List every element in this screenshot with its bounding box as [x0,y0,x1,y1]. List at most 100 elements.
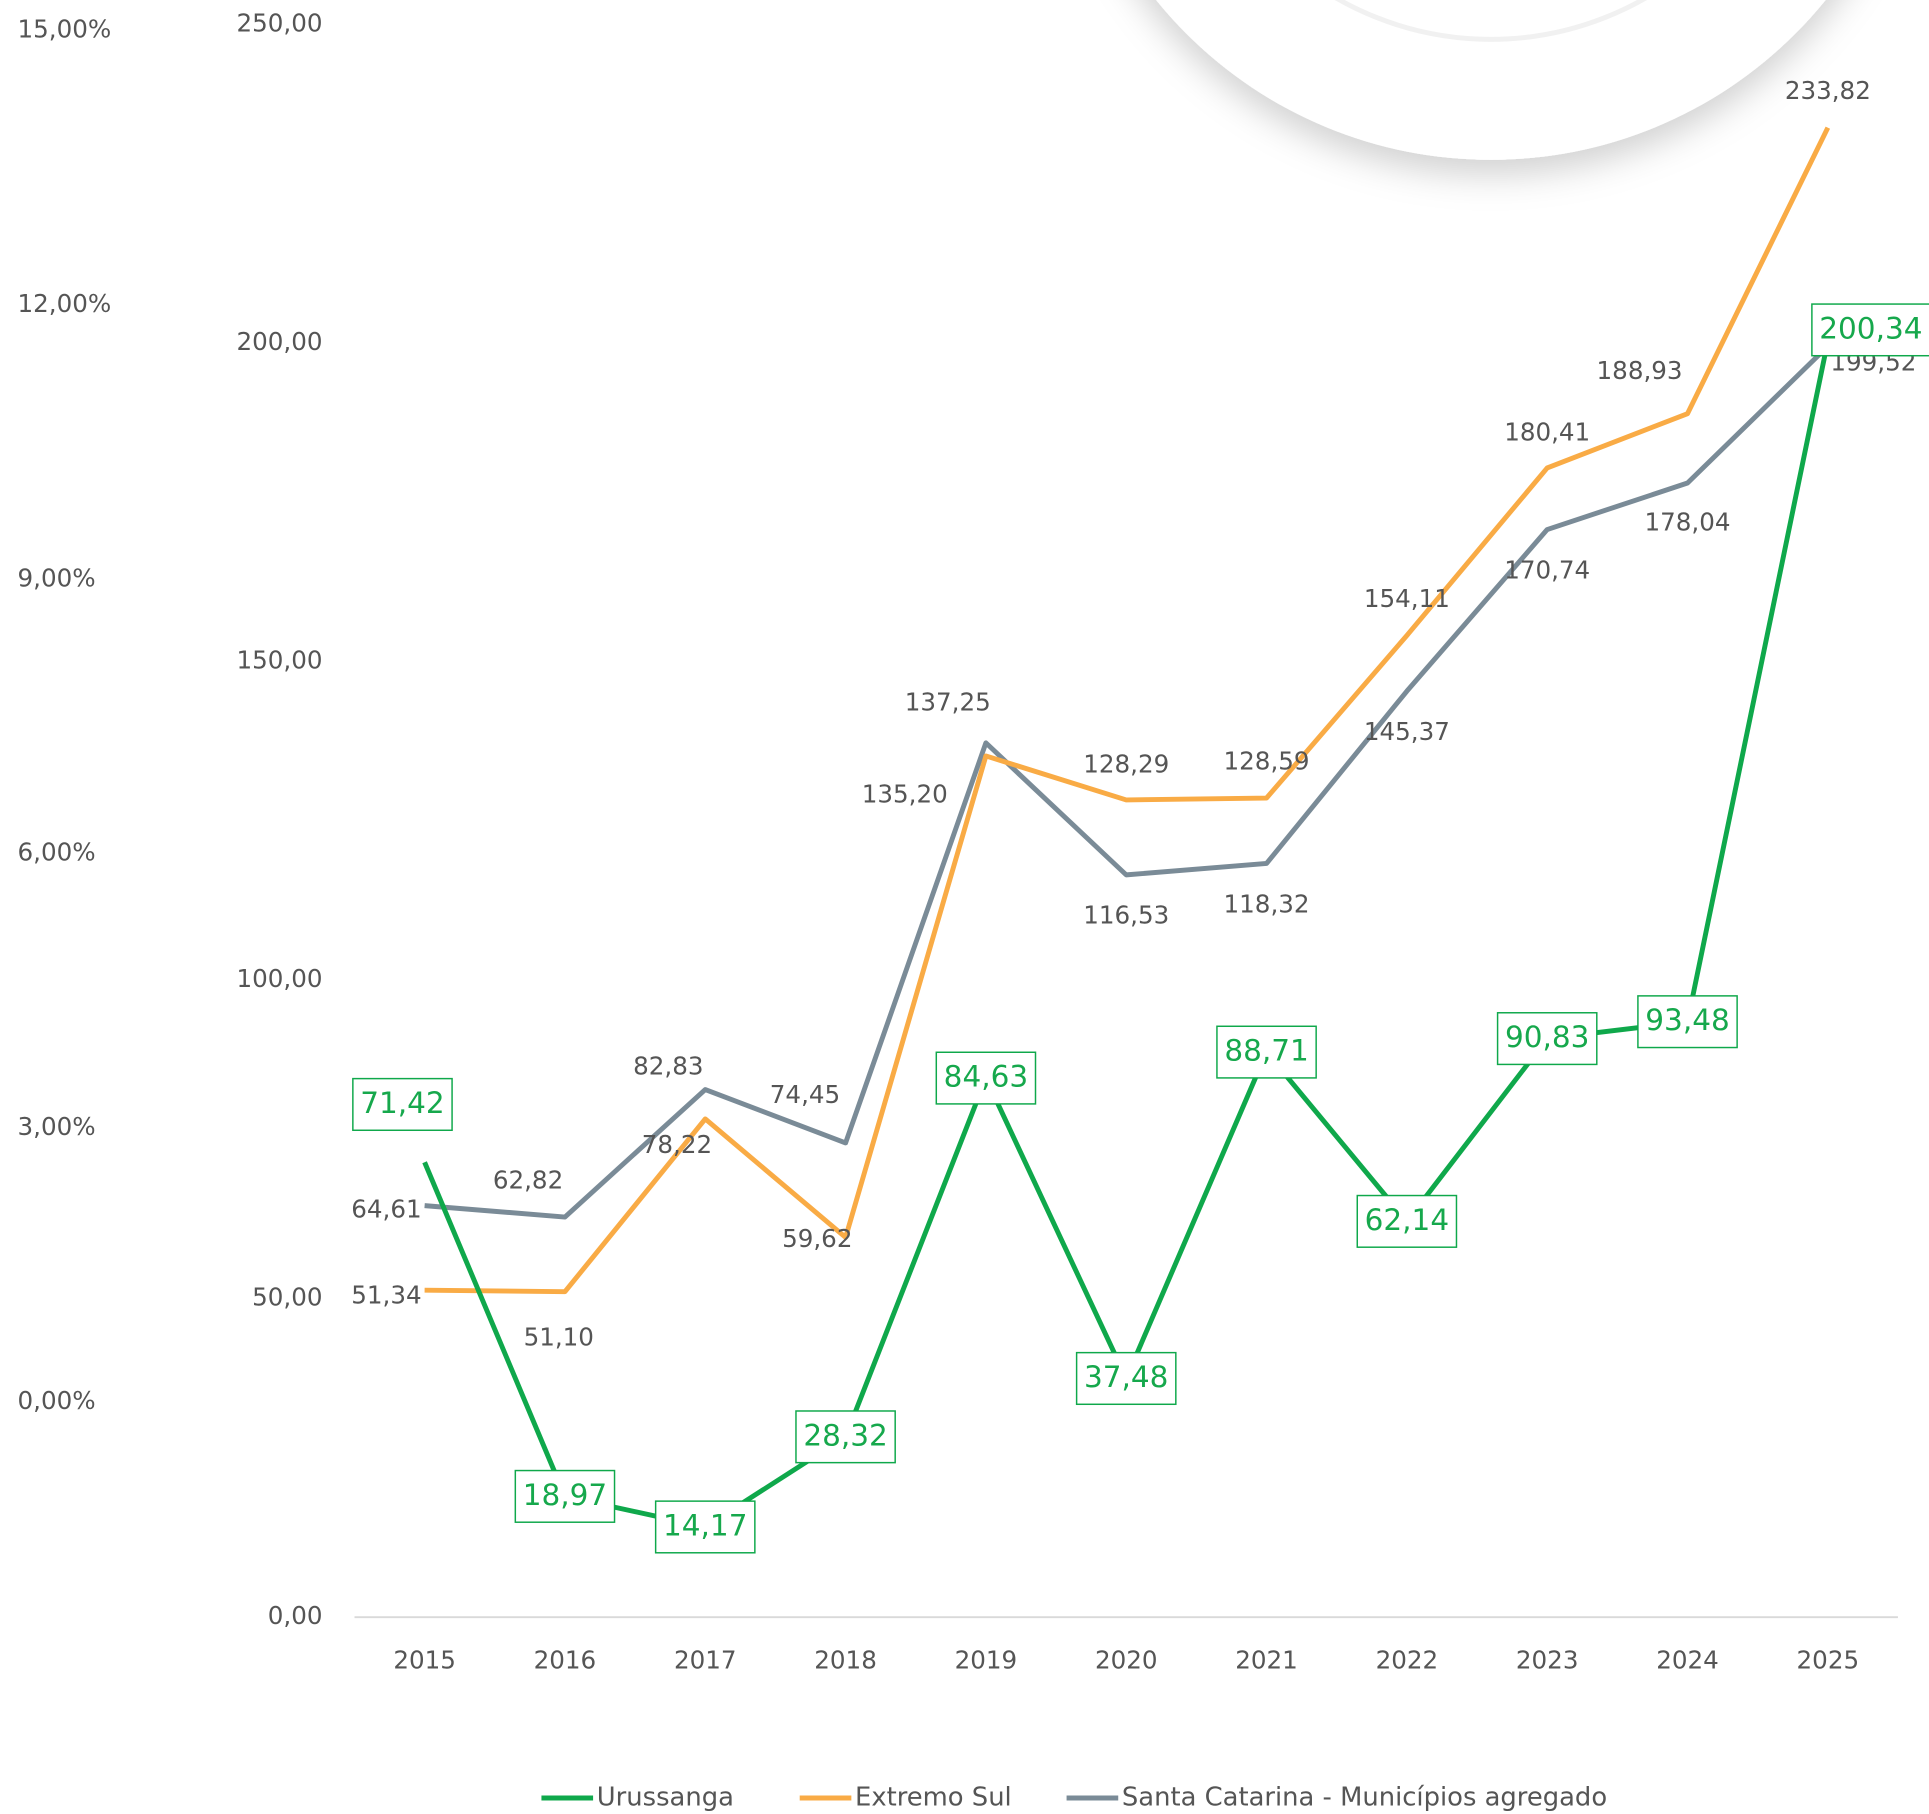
decor-ring [1334,0,1647,42]
value-label: 59,62 [782,1224,852,1253]
value-label: 71,42 [352,1077,453,1132]
label-box [1811,303,1929,357]
y-tick-label: 150,00 [237,646,323,675]
value-label: 37,48 [1075,1351,1177,1406]
data-label: 51,34 [351,1280,421,1309]
data-label: 28,32 [803,1418,887,1452]
x-tick-label: 2017 [674,1646,737,1675]
legend-label: Extremo Sul [855,1783,1012,1813]
data-label: 14,17 [663,1508,747,1542]
value-label: 128,29 [1083,750,1169,779]
data-label: 116,53 [1083,901,1169,930]
value-label: 74,45 [770,1080,840,1109]
data-label: 62,14 [1365,1203,1449,1237]
data-label: 93,48 [1645,1003,1729,1037]
value-label: 62,14 [1356,1194,1458,1248]
data-label: 137,25 [905,688,991,717]
value-label: 145,37 [1364,717,1450,746]
label-box [1496,1012,1598,1066]
data-label: 178,04 [1645,508,1731,537]
legend-label: Santa Catarina - Municípios agregado [1122,1783,1607,1813]
data-label: 59,62 [782,1224,852,1253]
x-tick-label: 2020 [1095,1646,1158,1675]
value-label: 88,71 [1216,1025,1317,1079]
x-tick-label: 2016 [534,1646,597,1675]
y2-tick-label: 0,00% [18,1386,96,1415]
value-label: 64,61 [351,1195,421,1224]
y2-tick-label: 15,00% [18,15,112,44]
data-label: 64,61 [351,1195,421,1224]
value-label: 84,63 [935,1051,1037,1105]
y2-tick-label: 9,00% [18,563,96,592]
x-tick-label: 2024 [1656,1646,1719,1675]
y-tick-label: 100,00 [237,964,323,993]
label-box [795,1410,896,1464]
decor-circle [1156,0,1826,160]
value-label: 14,17 [654,1500,756,1554]
value-label: 170,74 [1504,555,1590,584]
value-label: 200,34 [1811,303,1929,357]
data-label: 62,82 [493,1165,563,1194]
y-tick-label: 200,00 [237,327,323,356]
value-label: 51,10 [524,1322,594,1351]
data-label: 233,82 [1785,76,1871,105]
value-label: 62,82 [493,1165,563,1194]
data-label: 78,22 [642,1130,712,1159]
data-label: 71,42 [360,1086,444,1120]
label-box [514,1469,616,1523]
value-label: 51,34 [351,1280,421,1309]
legend-label: Urussanga [597,1783,734,1813]
value-label: 128,59 [1224,746,1310,775]
data-label: 128,29 [1083,750,1169,779]
value-label: 137,25 [905,688,991,717]
label-box [1216,1025,1317,1079]
data-label: 128,59 [1224,746,1310,775]
data-label: 200,34 [1819,311,1922,345]
y2-tick-label: 6,00% [18,838,96,867]
x-tick-label: 2019 [955,1646,1018,1675]
data-label: 145,37 [1364,717,1450,746]
value-label: 28,32 [795,1410,896,1464]
label-box [1075,1351,1177,1406]
label-box [352,1077,453,1132]
value-label: 78,22 [642,1130,712,1159]
y2-tick-label: 3,00% [18,1112,96,1141]
data-label: 135,20 [862,779,948,808]
value-label: 178,04 [1645,508,1731,537]
data-label: 18,97 [523,1478,607,1512]
value-label: 135,20 [862,779,948,808]
data-label: 37,48 [1084,1360,1168,1394]
y-tick-label: 250,00 [237,9,323,38]
data-label: 170,74 [1504,555,1590,584]
value-label: 118,32 [1224,889,1310,918]
label-box [1637,995,1738,1049]
y2-tick-label: 12,00% [18,289,112,318]
x-tick-label: 2025 [1797,1646,1860,1675]
value-label: 233,82 [1785,76,1871,105]
data-label: 188,93 [1597,356,1683,385]
data-label: 74,45 [770,1080,840,1109]
data-label: 90,83 [1505,1020,1589,1054]
x-tick-label: 2022 [1376,1646,1439,1675]
x-tick-label: 2021 [1235,1646,1298,1675]
x-tick-label: 2015 [393,1646,456,1675]
value-label: 154,11 [1364,584,1450,613]
value-label: 18,97 [514,1469,616,1523]
x-tick-label: 2023 [1516,1646,1579,1675]
data-label: 118,32 [1224,889,1310,918]
label-box [654,1500,756,1554]
series-line [424,344,1830,1220]
value-label: 93,48 [1637,995,1738,1049]
data-label: 84,63 [944,1060,1028,1094]
value-label: 82,83 [633,1051,703,1080]
series-line [424,126,1831,1295]
value-label: 180,41 [1504,417,1590,446]
data-label: 154,11 [1364,584,1450,613]
y-tick-label: 50,00 [252,1283,322,1312]
value-label: 116,53 [1083,901,1169,930]
y-tick-label: 0,00 [268,1601,323,1630]
label-box [1356,1194,1458,1248]
data-label: 88,71 [1224,1034,1308,1068]
data-label: 180,41 [1504,417,1590,446]
